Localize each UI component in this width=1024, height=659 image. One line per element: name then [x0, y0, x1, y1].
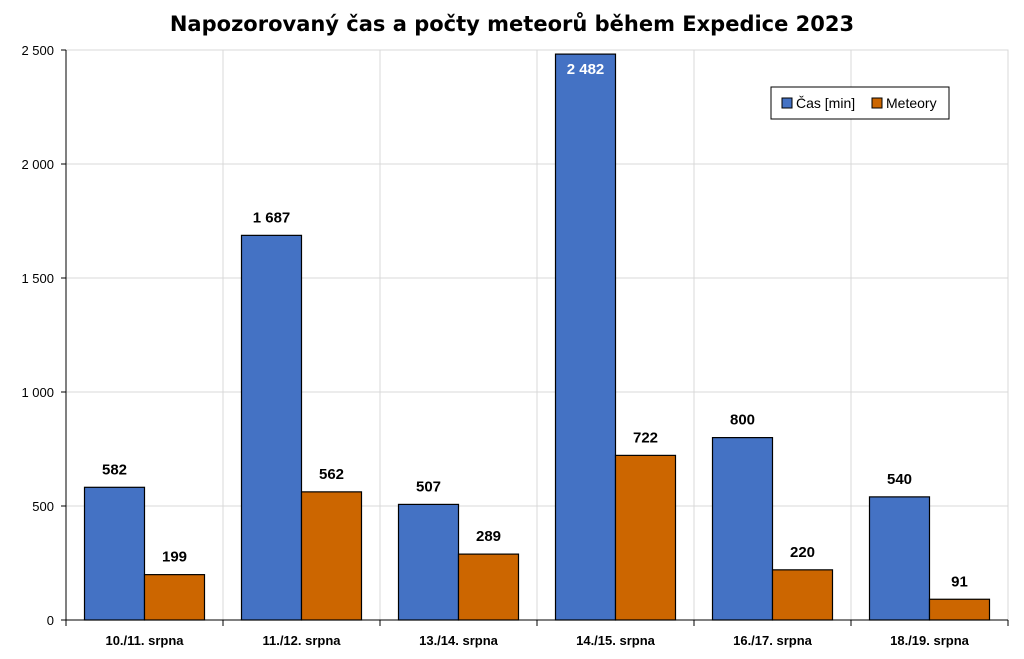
bar-cas [397, 503, 460, 621]
y-tick-label: 1 000 [21, 385, 54, 400]
x-tick-label: 11./12. srpna [262, 633, 341, 648]
data-label: 220 [790, 544, 815, 561]
y-tick-label: 0 [47, 613, 54, 628]
bar-meteory [614, 454, 677, 621]
x-tick-label: 10./11. srpna [105, 633, 184, 648]
legend-label: Čas [min] [796, 95, 855, 111]
y-tick-label: 500 [32, 499, 54, 514]
x-tick-label: 18./19. srpna [890, 633, 970, 648]
gridlines [65, 49, 1009, 621]
y-tick-label: 2 500 [21, 43, 54, 58]
bar-meteory [143, 574, 206, 621]
axes: 0 500 1 000 1 500 2 000 2 500 10./11. srpna 11.… [21, 43, 1009, 648]
data-label: 507 [416, 478, 441, 495]
legend-label: Meteory [886, 95, 937, 111]
bar-meteory [928, 598, 991, 621]
bar-cas [554, 53, 617, 621]
legend-swatch [781, 97, 793, 109]
x-tick-label: 16./17. srpna [733, 633, 813, 648]
data-label: 800 [730, 412, 755, 429]
data-label: 582 [102, 461, 127, 478]
data-label: 722 [633, 429, 658, 446]
legend: Čas [min] Meteory [770, 86, 950, 120]
data-label: 540 [887, 471, 912, 488]
bar-cas [711, 437, 774, 621]
x-tick-label: 14./15. srpna [576, 633, 656, 648]
bar-meteory [771, 569, 834, 621]
x-tick-label: 13./14. srpna [419, 633, 499, 648]
bar-cas [83, 486, 146, 621]
y-tick-label: 1 500 [21, 271, 54, 286]
bar-cas [868, 496, 931, 621]
bar-cas [240, 234, 303, 621]
chart-title: Napozorovaný čas a počty meteorů během E… [169, 12, 855, 36]
data-label: 562 [319, 466, 344, 483]
bar-meteory [300, 491, 363, 621]
data-labels: 582 199 1 687 562 507 289 2 482 722 800 220 540 91 [102, 61, 968, 590]
data-label: 1 687 [253, 209, 291, 226]
data-label: 199 [162, 549, 187, 566]
legend-swatch [871, 97, 883, 109]
data-label: 2 482 [567, 61, 605, 78]
y-tick-label: 2 000 [21, 157, 54, 172]
legend-box [770, 86, 950, 120]
bar-meteory [457, 553, 520, 621]
bars [83, 53, 991, 621]
data-label: 91 [951, 573, 968, 590]
data-label: 289 [476, 528, 501, 545]
